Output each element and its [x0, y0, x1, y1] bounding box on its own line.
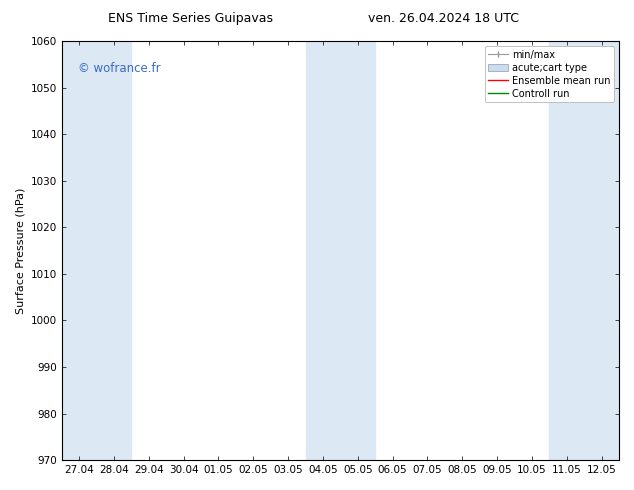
- Bar: [306, 41, 375, 460]
- Legend: min/max, acute;cart type, Ensemble mean run, Controll run: min/max, acute;cart type, Ensemble mean …: [484, 46, 614, 102]
- Y-axis label: Surface Pressure (hPa): Surface Pressure (hPa): [15, 187, 25, 314]
- Text: © wofrance.fr: © wofrance.fr: [79, 62, 161, 75]
- Bar: [549, 41, 619, 460]
- Text: ven. 26.04.2024 18 UTC: ven. 26.04.2024 18 UTC: [368, 12, 519, 25]
- Bar: [61, 41, 131, 460]
- Text: ENS Time Series Guipavas: ENS Time Series Guipavas: [108, 12, 273, 25]
